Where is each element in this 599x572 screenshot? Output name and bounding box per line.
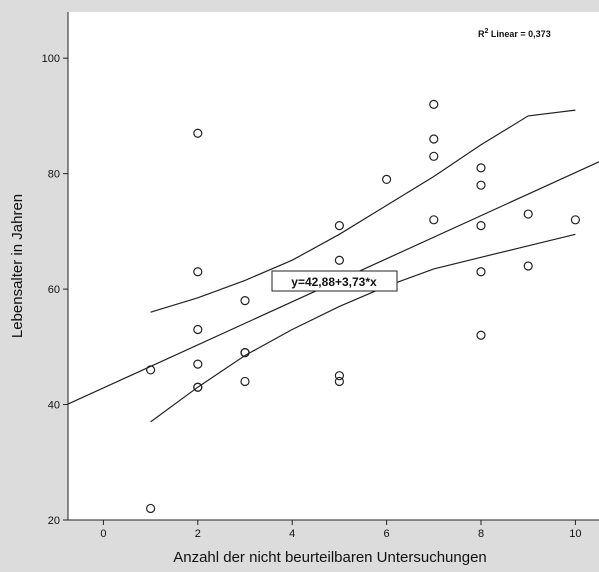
data-point-1 (146, 503, 156, 514)
data-point-19 (429, 151, 439, 161)
x-tick-label-3: 6 (384, 528, 390, 540)
data-point-3 (193, 267, 203, 277)
x-axis-title: Anzahl der nicht beurteilbaren Untersuch… (173, 549, 487, 566)
x-tick-label-1: 2 (195, 528, 201, 540)
data-point-12 (334, 220, 344, 231)
confidence-band (150, 109, 576, 423)
data-point-17 (429, 99, 439, 109)
y-axis-title: Lebensalter in Jahren (9, 194, 26, 338)
data-point-7 (193, 382, 203, 392)
data-point-15 (334, 376, 344, 387)
data-point-2 (193, 128, 203, 138)
data-point-14 (334, 371, 344, 381)
data-point-27 (523, 261, 533, 271)
r2-label: R (478, 29, 485, 39)
data-point-23 (476, 220, 486, 231)
data-point-5 (193, 359, 203, 369)
x-tick-label-2: 4 (289, 528, 295, 540)
data-point-10 (240, 347, 250, 358)
data-point-20 (429, 215, 439, 225)
data-point-22 (476, 180, 486, 190)
data-point-13 (334, 255, 344, 265)
confidence-upper (150, 109, 576, 313)
y-tick-label-3: 80 (48, 169, 60, 181)
data-point-4 (193, 324, 203, 335)
y-tick-label-2: 60 (48, 284, 60, 296)
x-tick-label-0: 0 (100, 528, 106, 540)
x-axis-ticks: 0 2 4 6 8 10 (100, 520, 582, 540)
data-point-21 (476, 163, 486, 173)
data-points (146, 99, 581, 514)
data-point-18 (429, 134, 439, 144)
data-point-0 (146, 365, 156, 375)
data-point-8 (240, 296, 250, 306)
data-point-16 (382, 174, 392, 185)
plot-area (68, 12, 599, 520)
equation-label: y=42,88+3,73*x (291, 275, 377, 289)
r2-superscript: 2 (485, 28, 489, 35)
confidence-lower (150, 233, 576, 423)
data-point-24 (476, 267, 486, 277)
y-tick-label-4: 100 (42, 53, 60, 65)
equation-box (271, 270, 398, 292)
data-point-11 (240, 376, 250, 387)
data-point-28 (570, 215, 581, 225)
y-tick-label-1: 40 (48, 400, 60, 412)
x-tick-label-4: 8 (478, 528, 484, 540)
r2-annotation: R2 Linear = 0,373 (478, 28, 551, 39)
y-axis-ticks: 20 40 60 80 100 (42, 53, 68, 527)
data-point-26 (523, 209, 533, 219)
x-tick-label-5: 10 (569, 528, 581, 540)
data-point-25 (476, 330, 486, 340)
y-tick-label-0: 20 (48, 515, 60, 527)
r2-value-text: Linear = 0,373 (488, 29, 550, 39)
